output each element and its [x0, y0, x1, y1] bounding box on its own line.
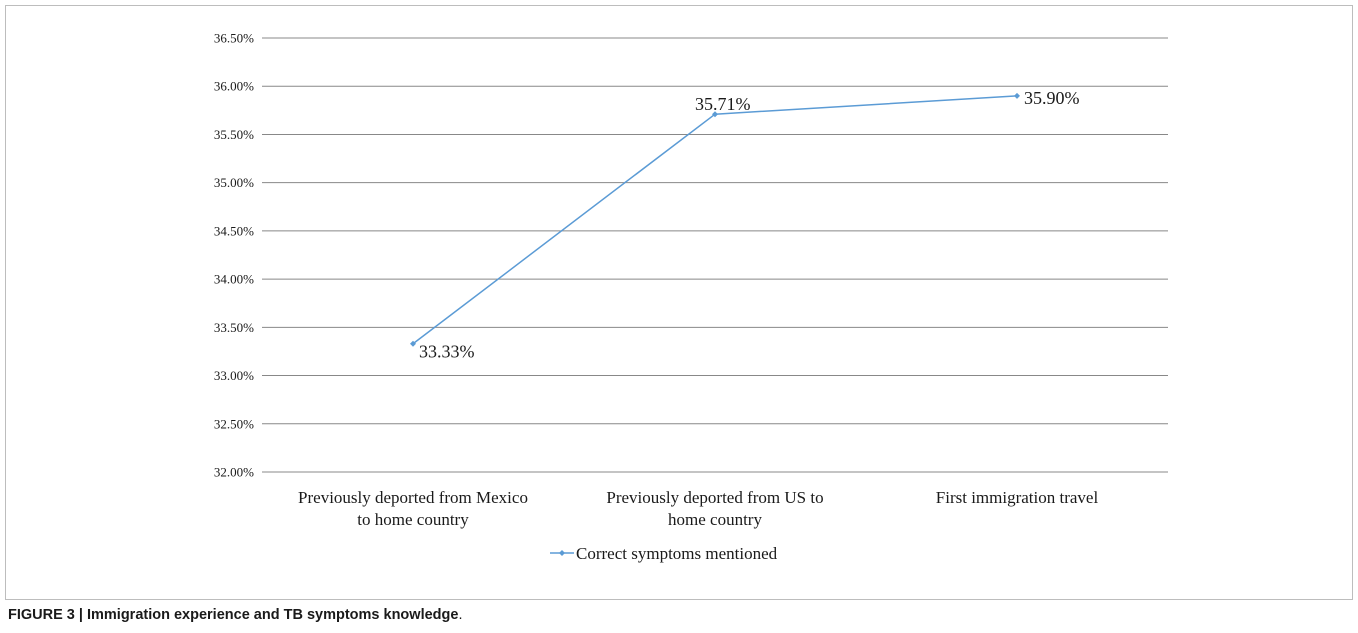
data-point	[1014, 92, 1020, 99]
y-tick-label: 34.00%	[214, 272, 254, 287]
y-tick-label: 35.00%	[214, 175, 254, 190]
x-category-label: First immigration travel	[936, 488, 1099, 507]
y-tick-label: 36.00%	[214, 79, 254, 94]
y-tick-label: 32.00%	[214, 465, 254, 480]
caption-period: .	[458, 607, 463, 623]
legend-marker	[559, 550, 565, 556]
data-label: 35.71%	[695, 94, 751, 114]
y-tick-label: 35.50%	[214, 127, 254, 142]
y-tick-label: 36.50%	[214, 31, 254, 46]
x-category-label: Previously deported from Mexico	[298, 488, 528, 507]
figure-caption: FIGURE 3 | Immigration experience and TB…	[8, 607, 462, 623]
series-line	[412, 95, 1018, 345]
data-label: 35.90%	[1024, 88, 1080, 108]
x-category-label: Previously deported from US to	[606, 488, 823, 507]
y-tick-label: 33.00%	[214, 368, 254, 383]
y-tick-label: 34.50%	[214, 223, 254, 238]
caption-title: FIGURE 3 | Immigration experience and TB…	[8, 607, 459, 623]
y-tick-label: 33.50%	[214, 320, 254, 335]
x-category-label: to home country	[357, 510, 469, 529]
y-tick-label: 32.50%	[214, 416, 254, 431]
x-category-label: home country	[668, 510, 762, 529]
data-label: 33.33%	[419, 342, 475, 362]
data-point	[410, 340, 416, 347]
figure-frame	[5, 5, 1353, 600]
legend-label: Correct symptoms mentioned	[576, 544, 778, 563]
data-point	[712, 111, 718, 118]
